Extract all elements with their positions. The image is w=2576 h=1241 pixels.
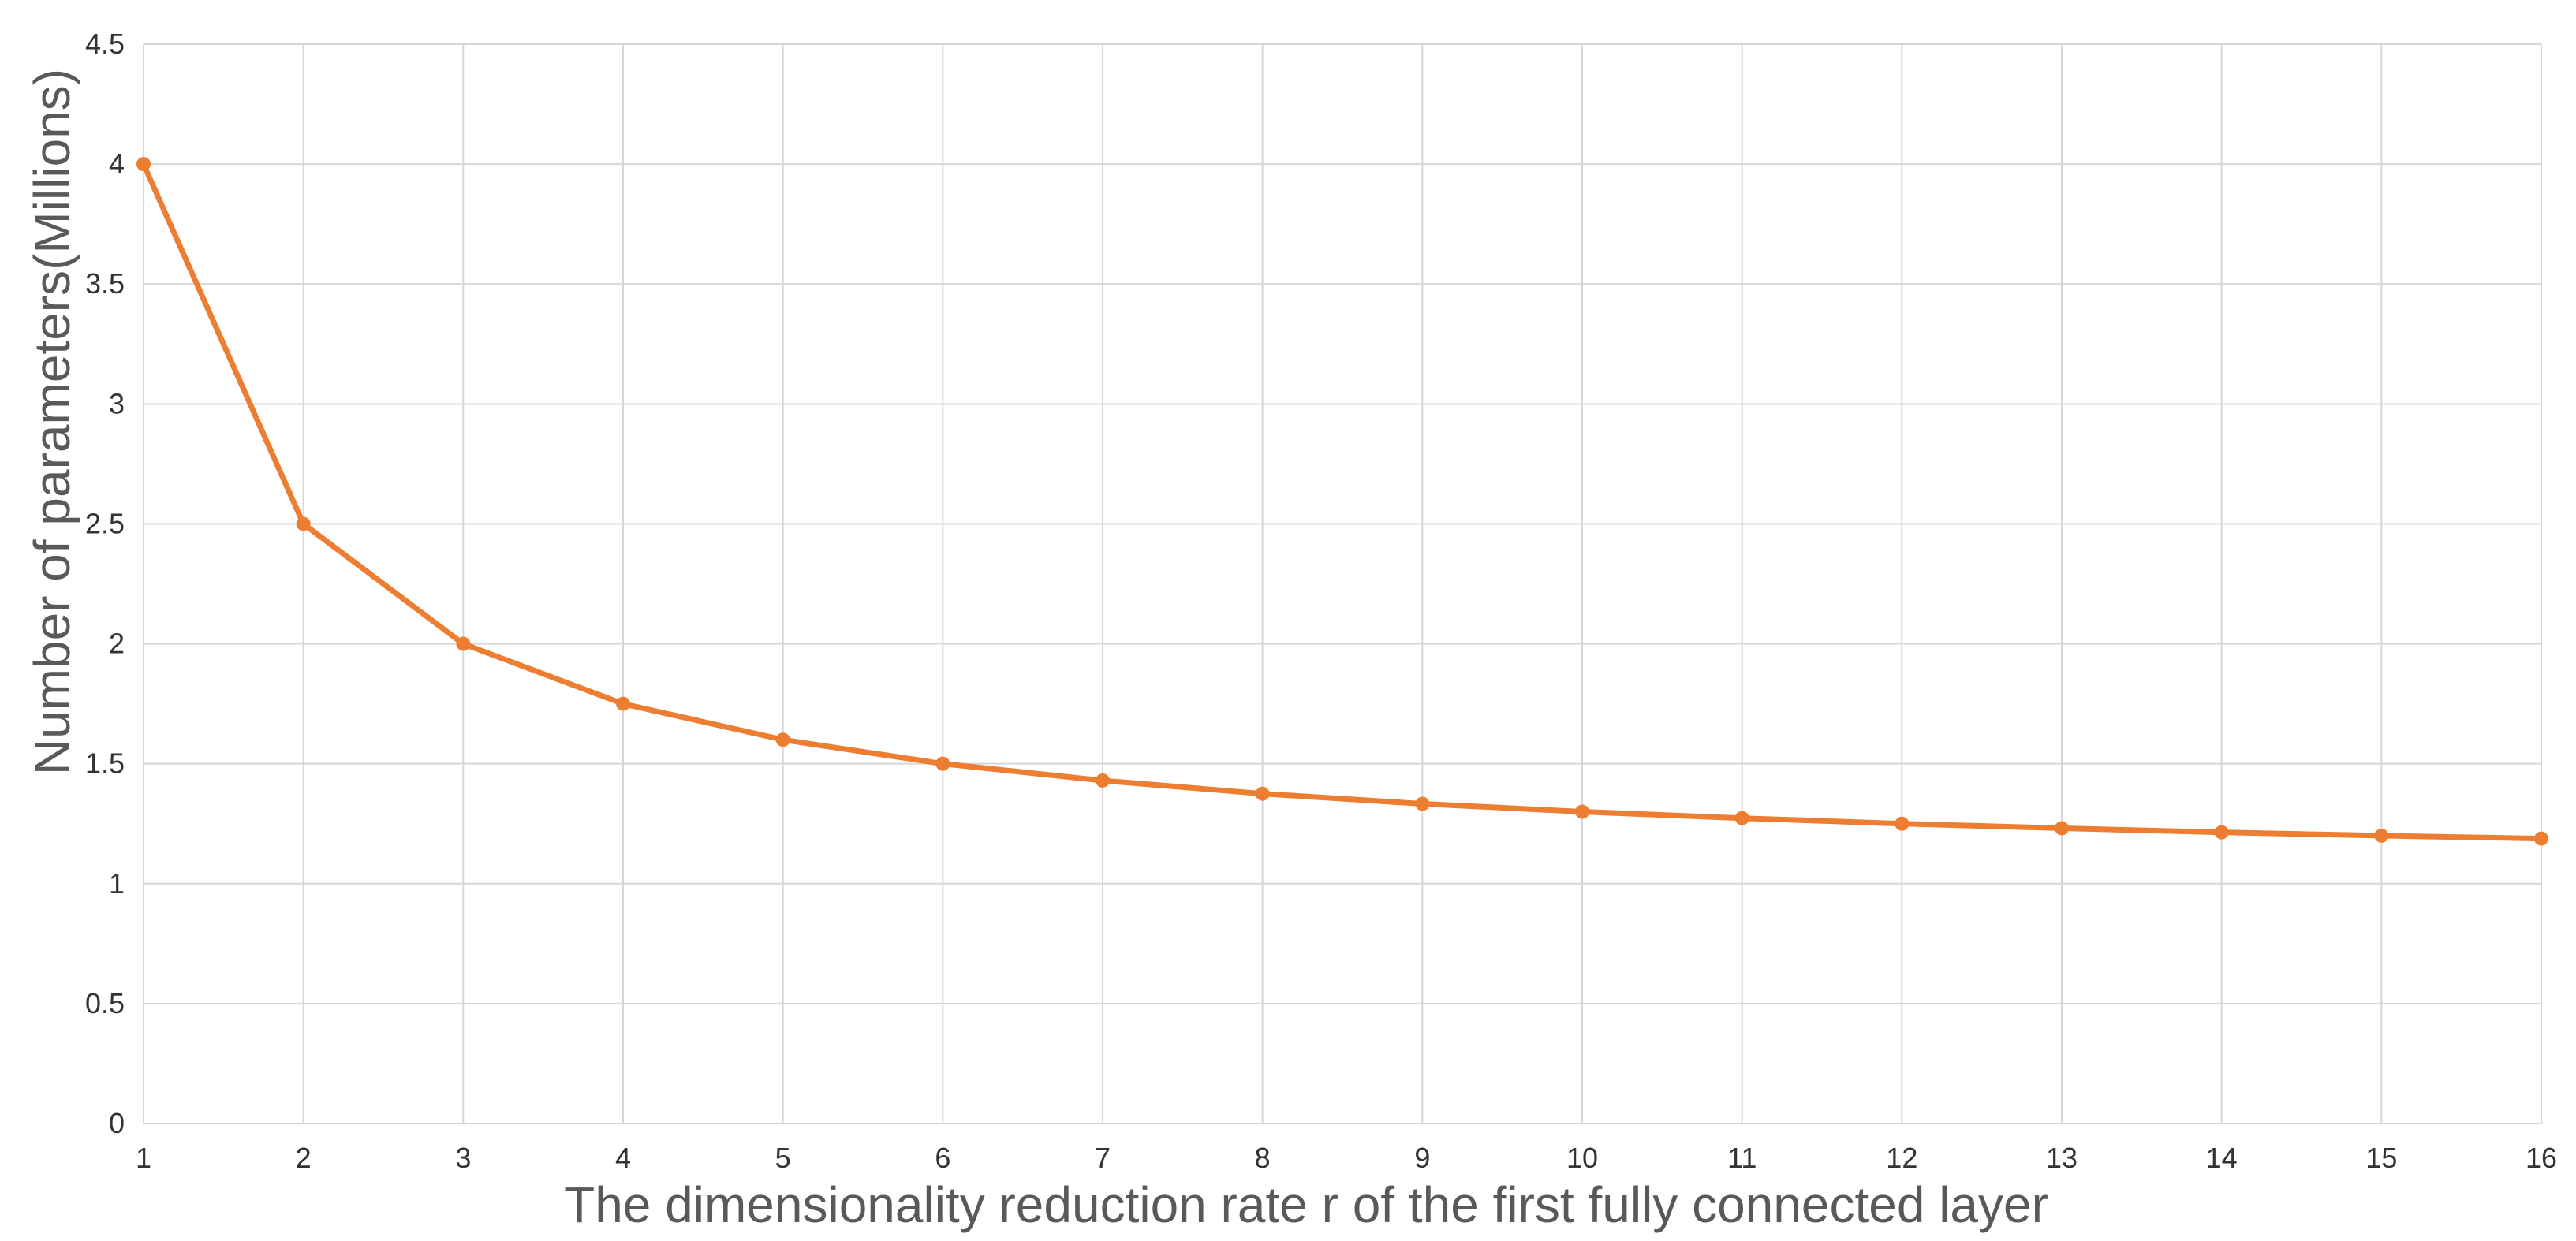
data-point [2214,825,2229,840]
y-tick-label: 0 [109,1107,125,1139]
x-tick-label: 6 [935,1142,950,1174]
horizontal-gridlines [144,43,2541,1124]
x-tick-label: 5 [775,1142,791,1174]
y-tick-label: 1 [109,867,125,900]
x-tick-label: 7 [1095,1142,1111,1174]
y-tick-label: 3 [109,387,125,419]
y-tick-label: 2 [109,628,125,660]
data-point [935,756,950,771]
x-tick-label: 2 [296,1142,312,1174]
data-point [1575,804,1589,819]
vertical-gridlines [143,44,2542,1124]
x-tick-label: 14 [2206,1142,2238,1174]
data-point [456,636,471,651]
x-tick-label: 10 [1566,1142,1598,1174]
y-axis-title: Number of parameters(Millions) [24,69,80,775]
data-point [1255,786,1270,801]
data-point [2055,821,2069,836]
data-point [775,732,790,747]
x-tick-label: 16 [2526,1142,2557,1174]
y-tick-label: 2.5 [85,507,125,539]
data-point [1096,773,1110,788]
data-point [2534,831,2548,846]
y-tick-label: 4.5 [85,28,125,60]
x-tick-label: 8 [1255,1142,1271,1174]
data-point [136,157,151,172]
y-tick-label: 0.5 [85,987,125,1019]
y-axis-tick-labels: 0 0.5 1 1.5 2 2.5 3 3.5 4 4.5 [85,28,125,1139]
x-tick-label: 9 [1414,1142,1430,1174]
y-tick-label: 4 [109,147,125,180]
x-tick-label: 1 [136,1142,151,1174]
data-point [616,696,630,711]
y-tick-label: 1.5 [85,747,125,780]
data-point [1734,811,1749,825]
x-tick-label: 15 [2365,1142,2397,1174]
data-point [2374,828,2389,843]
x-tick-label: 3 [455,1142,471,1174]
series-line [140,161,2544,842]
x-tick-label: 12 [1886,1142,1917,1174]
x-tick-label: 4 [615,1142,631,1174]
x-tick-label: 11 [1727,1142,1757,1174]
data-point [296,516,311,531]
series-layer [136,157,2548,846]
x-axis-title: The dimensionality reduction rate r of t… [564,1176,2048,1233]
x-axis-tick-labels: 1 2 3 4 5 6 7 8 9 10 11 12 13 14 15 16 [136,1142,2557,1174]
data-point [1415,796,1430,811]
y-tick-label: 3.5 [85,267,125,300]
data-point [1895,816,1910,831]
x-tick-label: 13 [2046,1142,2078,1174]
